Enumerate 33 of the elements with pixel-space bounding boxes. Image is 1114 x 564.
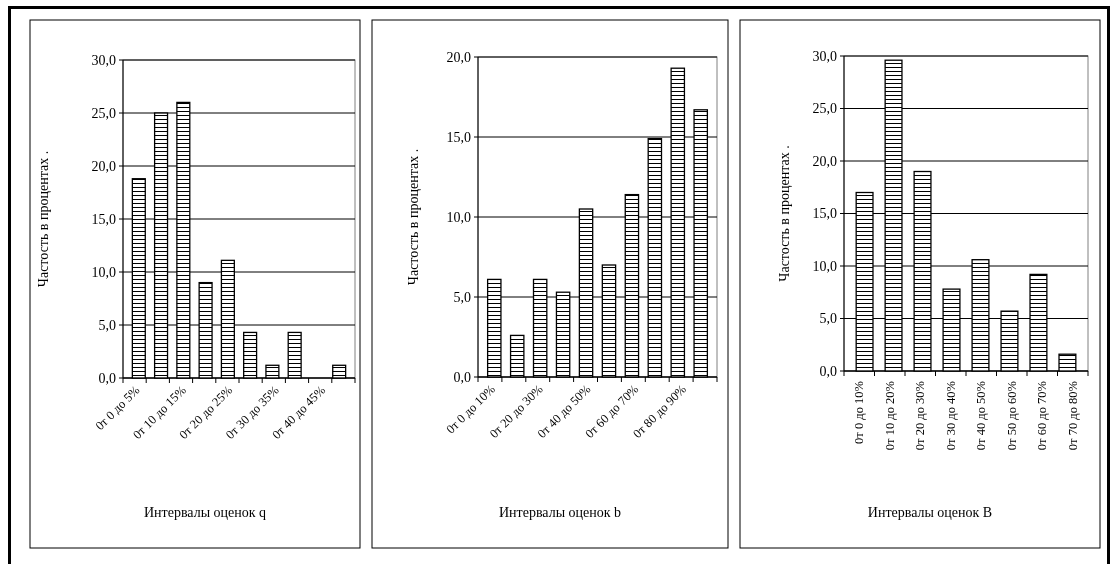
x-tick-label: 0т 0 до 10%: [852, 381, 867, 444]
x-tick-label: 0т 10 до 20%: [882, 381, 897, 451]
y-tick-label: 0,0: [453, 369, 471, 385]
y-tick-label: 25,0: [91, 105, 116, 121]
y-tick-label: 20,0: [446, 49, 471, 65]
x-tick-label: 0т 40 до 50%: [974, 381, 989, 451]
x-tick-label: 0т 70 до 80%: [1065, 381, 1080, 451]
y-tick-label: 30,0: [91, 52, 116, 68]
x-axis-title: Интервалы оценок b: [498, 505, 622, 520]
y-tick-label: 15,0: [812, 206, 837, 221]
y-tick-label: 25,0: [812, 101, 837, 116]
y-tick-label: 5,0: [819, 311, 837, 326]
y-tick-label: 5,0: [98, 317, 116, 333]
x-axis-title: Интервалы оценок q: [143, 505, 267, 520]
x-tick-label: 0т 60 до 70%: [1035, 381, 1050, 451]
x-tick-label: 0т 30 до 40%: [943, 381, 958, 451]
y-tick-label: 5,0: [453, 289, 471, 305]
y-tick-label: 0,0: [819, 363, 837, 379]
y-tick-label: 20,0: [91, 158, 116, 174]
y-tick-label: 10,0: [446, 209, 471, 225]
x-tick-label: 0т 20 до 30%: [913, 381, 928, 451]
x-tick-label: 0т 50 до 60%: [1004, 381, 1019, 451]
y-axis-title: Частость в процентах .: [777, 145, 792, 282]
y-tick-label: 30,0: [812, 48, 837, 64]
y-tick-label: 10,0: [91, 264, 116, 280]
x-axis-title: Интервалы оценок B: [867, 505, 993, 520]
y-tick-label: 20,0: [812, 153, 837, 169]
y-tick-label: 0,0: [98, 370, 116, 386]
y-tick-label: 15,0: [91, 211, 116, 227]
y-axis-title: Частость в процентах .: [406, 148, 421, 286]
y-axis-title: Частость в процентах .: [36, 150, 51, 288]
y-tick-label: 15,0: [446, 129, 471, 145]
y-tick-label: 10,0: [812, 258, 837, 274]
